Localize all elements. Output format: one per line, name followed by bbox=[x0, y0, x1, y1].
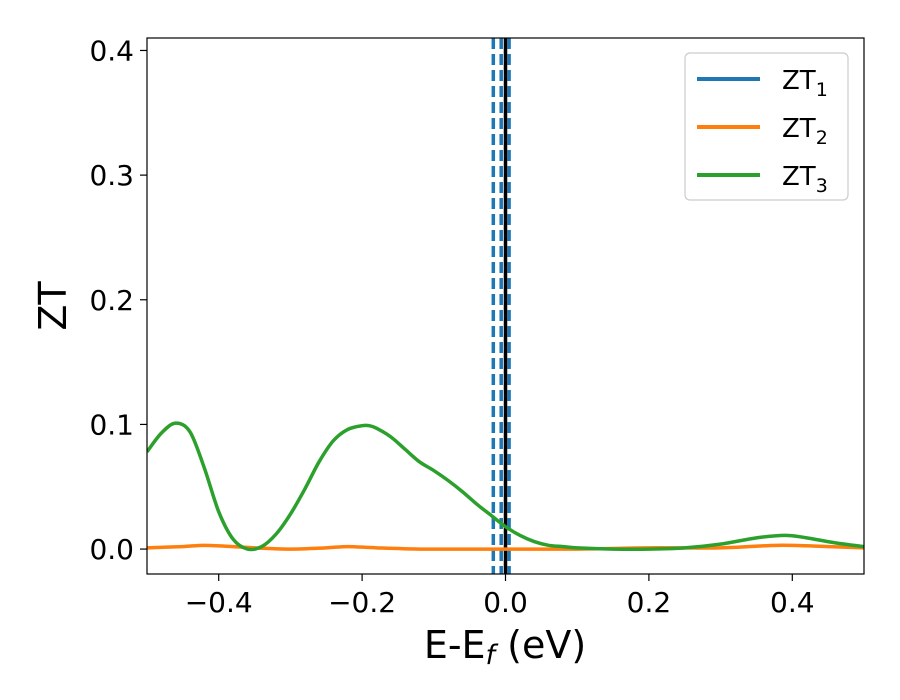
x-axis: −0.4 −0.2 0.0 0.2 0.4 bbox=[185, 574, 815, 619]
x-tick-label: 0.2 bbox=[627, 586, 672, 619]
legend-label-zt3: ZT3 bbox=[782, 162, 828, 197]
y-tick-label: 0.4 bbox=[89, 34, 134, 67]
legend-label-zt2: ZT2 bbox=[782, 114, 828, 149]
y-tick-label: 0.2 bbox=[89, 284, 134, 317]
x-tick-label: −0.2 bbox=[328, 586, 396, 619]
series-layer bbox=[147, 421, 864, 552]
series-line-zt3 bbox=[147, 421, 864, 552]
y-axis-label: ZT bbox=[31, 281, 75, 331]
x-tick-label: 0.0 bbox=[483, 586, 528, 619]
series-line-zt2 bbox=[147, 543, 864, 551]
legend-label-zt1: ZT1 bbox=[782, 66, 828, 101]
y-tick-label: 0.0 bbox=[89, 533, 134, 566]
x-tick-label: −0.4 bbox=[185, 586, 253, 619]
y-tick-label: 0.1 bbox=[89, 408, 134, 441]
y-tick-label: 0.3 bbox=[89, 159, 134, 192]
x-axis-label: E-Ef (eV) bbox=[424, 623, 586, 671]
legend-box bbox=[684, 52, 849, 201]
y-axis: 0.0 0.1 0.2 0.3 0.4 bbox=[89, 34, 147, 566]
reference-lines bbox=[491, 38, 511, 574]
legend: ZT1 ZT2 ZT3 bbox=[684, 52, 849, 201]
x-tick-label: 0.4 bbox=[770, 586, 815, 619]
